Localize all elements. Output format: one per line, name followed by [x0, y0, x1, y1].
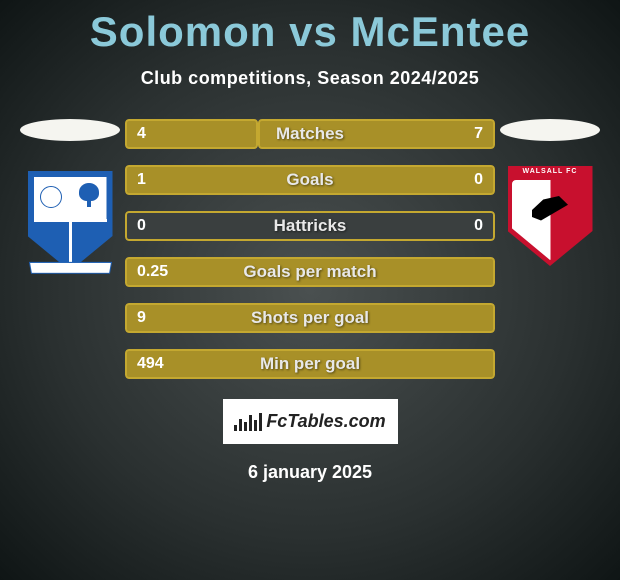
stat-value-left: 0	[137, 217, 146, 235]
stat-label: Goals	[286, 170, 333, 190]
footer-brand-logo: FcTables.com	[223, 399, 398, 444]
comparison-container: Matches 4 7 Goals 1 0 Hattricks 0 0 Goals per mat…	[0, 119, 620, 379]
stat-value-left: 4	[137, 125, 146, 143]
stat-row: Matches 4 7	[125, 119, 495, 149]
comparison-subtitle: Club competitions, Season 2024/2025	[0, 68, 620, 89]
left-player-column	[15, 119, 125, 271]
comparison-title: Solomon vs McEntee	[0, 0, 620, 56]
left-team-badge	[28, 171, 113, 271]
stat-value-right: 0	[474, 171, 483, 189]
stat-value-left: 9	[137, 309, 146, 327]
stat-value-left: 494	[137, 355, 164, 373]
stat-label: Min per goal	[260, 354, 360, 374]
stat-row: Min per goal 494	[125, 349, 495, 379]
comparison-date: 6 january 2025	[0, 462, 620, 483]
footer-brand-text: FcTables.com	[266, 411, 385, 432]
right-team-badge: WALSALL FC	[508, 166, 593, 266]
stat-label: Shots per goal	[251, 308, 369, 328]
stat-value-left: 1	[137, 171, 146, 189]
stats-column: Matches 4 7 Goals 1 0 Hattricks 0 0 Goals per mat…	[125, 119, 495, 379]
stat-value-right: 0	[474, 217, 483, 235]
stat-row: Goals 1 0	[125, 165, 495, 195]
left-player-silhouette	[20, 119, 120, 141]
stat-value-right: 7	[474, 125, 483, 143]
right-player-silhouette	[500, 119, 600, 141]
right-player-column: WALSALL FC	[495, 119, 605, 266]
stat-row: Shots per goal 9	[125, 303, 495, 333]
stat-label: Matches	[276, 124, 344, 144]
stat-label: Hattricks	[274, 216, 347, 236]
fc-bars-icon	[234, 413, 262, 431]
stat-row: Goals per match 0.25	[125, 257, 495, 287]
stat-label: Goals per match	[243, 262, 376, 282]
stat-value-left: 0.25	[137, 263, 168, 281]
stat-row: Hattricks 0 0	[125, 211, 495, 241]
